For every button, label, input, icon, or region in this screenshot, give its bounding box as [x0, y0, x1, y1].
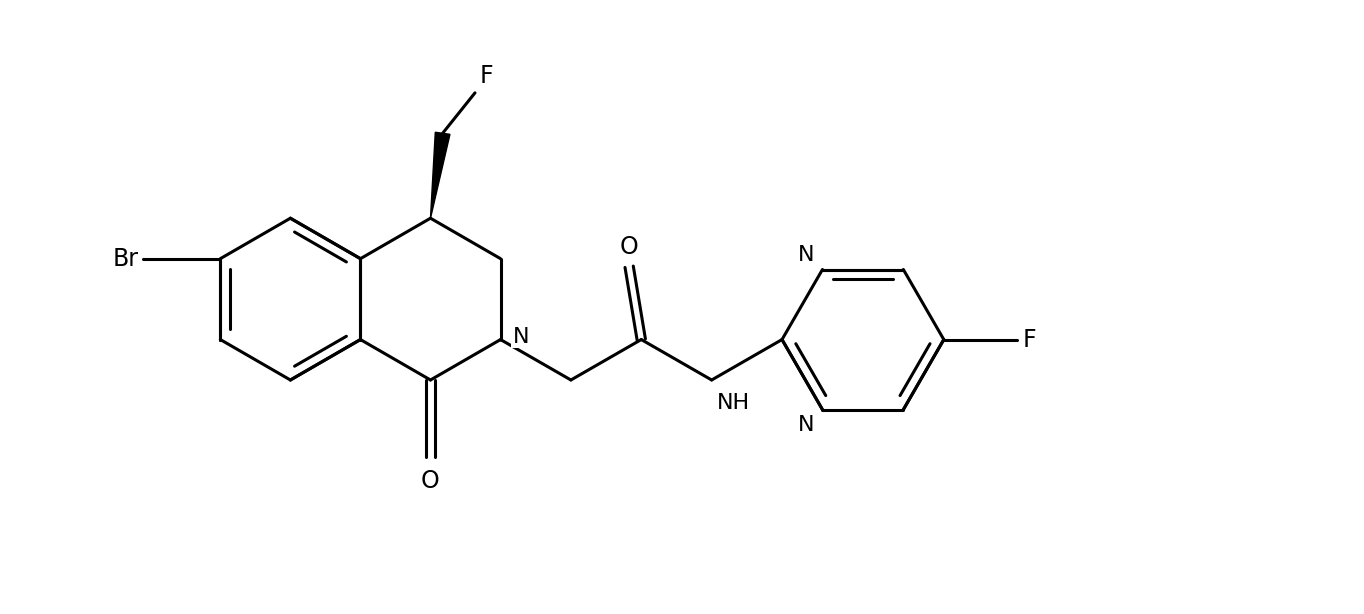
- Text: O: O: [619, 235, 638, 259]
- Text: O: O: [421, 468, 439, 492]
- Text: Br: Br: [113, 247, 139, 271]
- Text: F: F: [480, 64, 494, 88]
- Polygon shape: [431, 132, 450, 218]
- Text: N: N: [798, 414, 814, 435]
- Text: N: N: [798, 244, 814, 265]
- Text: N: N: [513, 327, 529, 346]
- Text: NH: NH: [716, 393, 750, 413]
- Text: F: F: [1023, 327, 1037, 352]
